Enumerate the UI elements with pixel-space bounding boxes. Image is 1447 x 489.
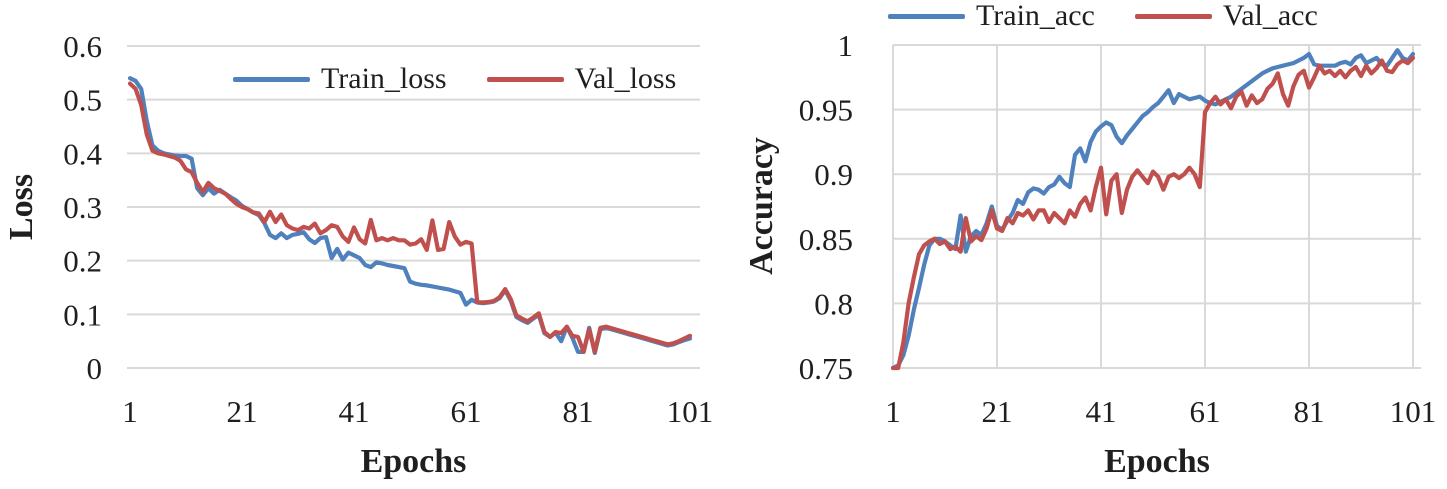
loss-x-axis-title: Epochs bbox=[360, 443, 467, 480]
loss-y-axis-title: Loss bbox=[3, 173, 40, 241]
train-loss-legend-line bbox=[233, 76, 310, 82]
y-tick-label: 0.85 bbox=[799, 222, 853, 257]
y-tick-label: 0 bbox=[87, 351, 103, 386]
x-tick-label: 41 bbox=[339, 394, 370, 429]
y-tick-label: 0.4 bbox=[63, 136, 102, 171]
val_acc-line bbox=[890, 55, 1416, 371]
train-loss-legend-label: Train_loss bbox=[321, 62, 447, 95]
accuracy-legend: Train_acc Val_acc bbox=[888, 0, 1358, 32]
x-tick-label: 101 bbox=[1390, 394, 1437, 429]
x-tick-label: 21 bbox=[982, 394, 1013, 429]
val_loss-line bbox=[127, 81, 693, 354]
loss-legend: Train_loss Val_loss bbox=[233, 62, 716, 95]
val-acc-legend-label: Val_acc bbox=[1222, 0, 1318, 32]
train-acc-legend-label: Train_acc bbox=[976, 0, 1095, 32]
val-loss-legend-label: Val_loss bbox=[574, 62, 677, 95]
x-tick-label: 81 bbox=[1294, 394, 1325, 429]
loss-plot-area: 0 0.1 0.2 0.3 0.4 0.5 0.6 1 21 41 61 81 101 bbox=[63, 29, 714, 429]
y-tick-label: 0.8 bbox=[814, 286, 853, 321]
y-tick-label: 0.9 bbox=[814, 157, 853, 192]
x-tick-label: 61 bbox=[451, 394, 482, 429]
train-acc-legend-line bbox=[888, 13, 965, 19]
x-tick-label: 101 bbox=[667, 394, 714, 429]
y-tick-label: 0.6 bbox=[63, 29, 102, 64]
accuracy-plot-area: 0.75 0.8 0.85 0.9 0.95 1 1 21 41 61 81 101 bbox=[799, 28, 1437, 429]
y-tick-label: 0.75 bbox=[799, 351, 853, 386]
train_loss-line bbox=[127, 76, 693, 356]
x-tick-label: 1 bbox=[885, 394, 901, 429]
x-tick-label: 21 bbox=[227, 394, 258, 429]
val-loss-legend-line bbox=[486, 76, 564, 82]
y-tick-label: 0.2 bbox=[63, 244, 102, 279]
accuracy-x-axis-title: Epochs bbox=[1104, 443, 1210, 480]
x-tick-label: 1 bbox=[122, 394, 138, 429]
y-tick-label: 0.3 bbox=[63, 190, 102, 225]
y-tick-label: 0.95 bbox=[799, 93, 853, 128]
accuracy-chart: 0.75 0.8 0.85 0.9 0.95 1 1 21 41 61 81 101 Accuracy… bbox=[740, 0, 1447, 489]
x-tick-label: 41 bbox=[1086, 394, 1117, 429]
loss-chart: 0 0.1 0.2 0.3 0.4 0.5 0.6 1 21 41 61 81 101 Loss Epo… bbox=[3, 29, 716, 480]
y-tick-label: 0.5 bbox=[63, 83, 102, 118]
val-acc-legend-line bbox=[1134, 13, 1212, 19]
x-tick-label: 61 bbox=[1190, 394, 1221, 429]
y-tick-label: 0.1 bbox=[63, 297, 102, 332]
train_acc-line bbox=[890, 48, 1416, 371]
y-tick-label: 1 bbox=[838, 28, 854, 63]
x-tick-label: 81 bbox=[563, 394, 594, 429]
accuracy-y-axis-title: Accuracy bbox=[743, 137, 780, 275]
